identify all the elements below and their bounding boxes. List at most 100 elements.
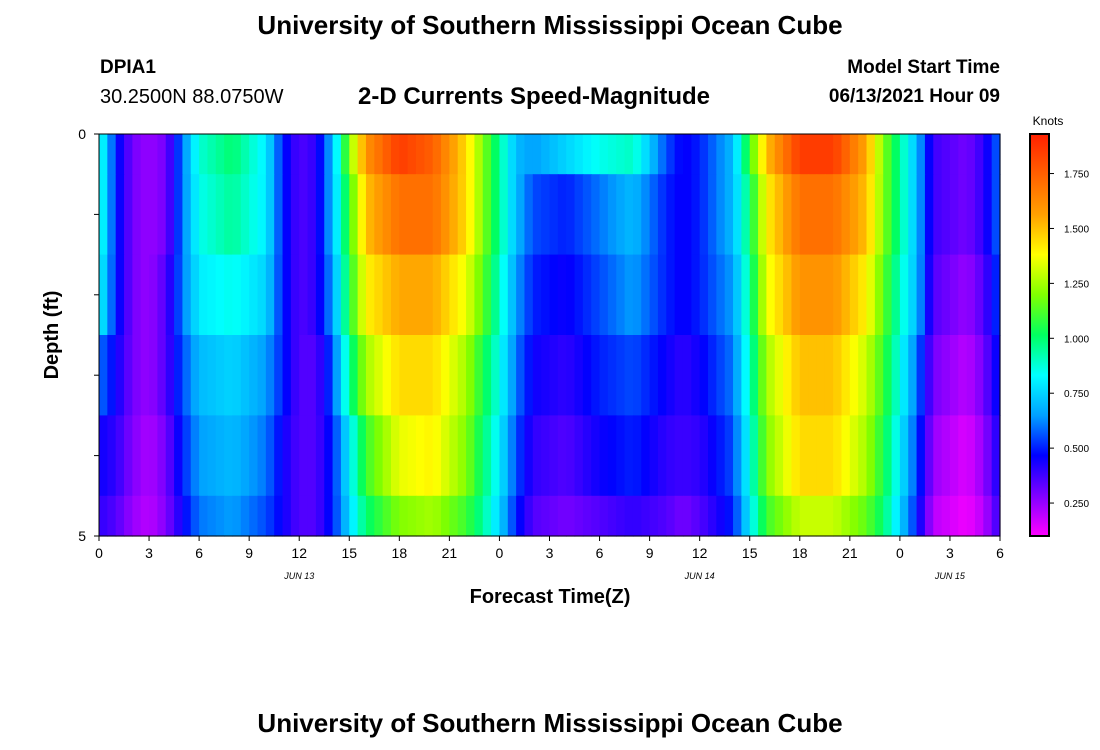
heatmap-cell bbox=[682, 415, 692, 497]
heatmap-cell bbox=[816, 134, 826, 175]
heatmap-cell bbox=[916, 134, 926, 175]
heatmap-cell bbox=[516, 415, 526, 497]
x-tick-label: 6 bbox=[195, 545, 203, 561]
heatmap-cell bbox=[349, 174, 359, 256]
heatmap-cell bbox=[541, 335, 551, 416]
heatmap-cell bbox=[382, 134, 392, 175]
heatmap-cell bbox=[691, 174, 701, 256]
heatmap-cell bbox=[858, 174, 868, 256]
heatmap-cell bbox=[399, 415, 409, 497]
heatmap-cell bbox=[933, 174, 943, 256]
heatmap-cell bbox=[265, 174, 275, 256]
heatmap-cell bbox=[457, 495, 467, 537]
heatmap-cell bbox=[582, 335, 592, 416]
heatmap-cell bbox=[115, 174, 125, 256]
heatmap-cell bbox=[824, 254, 834, 336]
heatmap-cell bbox=[749, 415, 759, 497]
heatmap-cell bbox=[474, 134, 484, 175]
heatmap-cell bbox=[657, 415, 667, 497]
heatmap-cell bbox=[107, 254, 117, 336]
heatmap-cell bbox=[808, 134, 818, 175]
heatmap-cell bbox=[482, 174, 492, 256]
heatmap-cell bbox=[474, 174, 484, 256]
heatmap-cell bbox=[390, 174, 400, 256]
heatmap-cell bbox=[808, 254, 818, 336]
heatmap-cell bbox=[716, 134, 726, 175]
heatmap-cell bbox=[491, 134, 501, 175]
heatmap-cell bbox=[499, 254, 509, 336]
heatmap-cell bbox=[532, 254, 542, 336]
heatmap-cell bbox=[791, 335, 801, 416]
heatmap-cell bbox=[883, 134, 893, 175]
heatmap-cell bbox=[716, 495, 726, 537]
heatmap-cell bbox=[649, 174, 659, 256]
heatmap-cell bbox=[174, 134, 184, 175]
heatmap-cell bbox=[766, 415, 776, 497]
heatmap-cell bbox=[174, 335, 184, 416]
heatmap-cell bbox=[357, 335, 367, 416]
heatmap-cell bbox=[124, 415, 133, 497]
heatmap-cell bbox=[340, 495, 350, 537]
heatmap-cell bbox=[891, 415, 901, 497]
heatmap-cell bbox=[657, 254, 667, 336]
heatmap-cell bbox=[124, 495, 133, 537]
heatmap-cell bbox=[449, 495, 459, 537]
heatmap-cell bbox=[274, 174, 284, 256]
heatmap-cell bbox=[591, 335, 601, 416]
heatmap-cell bbox=[182, 134, 192, 175]
heatmap-cell bbox=[424, 134, 434, 175]
heatmap-cell bbox=[716, 254, 726, 336]
heatmap-cell bbox=[416, 495, 425, 537]
heatmap-cell bbox=[641, 495, 651, 537]
heatmap-cell bbox=[499, 415, 509, 497]
heatmap-cell bbox=[974, 335, 984, 416]
x-tick-label: 21 bbox=[842, 545, 858, 561]
heatmap-cell bbox=[549, 495, 559, 537]
heatmap-cell bbox=[607, 134, 617, 175]
heatmap-cell bbox=[866, 174, 876, 256]
heatmap-cell bbox=[190, 174, 200, 256]
y-tick-label: 5 bbox=[78, 528, 86, 544]
heatmap-cell bbox=[899, 495, 909, 537]
heatmap-cell bbox=[624, 174, 634, 256]
heatmap-cell bbox=[733, 415, 742, 497]
heatmap-cell bbox=[357, 254, 367, 336]
heatmap-cell bbox=[349, 134, 359, 175]
heatmap-cell bbox=[991, 495, 1001, 537]
heatmap-cell bbox=[682, 254, 692, 336]
heatmap-cell bbox=[741, 254, 751, 336]
heatmap-cell bbox=[99, 254, 108, 336]
heatmap-cell bbox=[599, 415, 609, 497]
heatmap-cell bbox=[115, 335, 125, 416]
heatmap-cell bbox=[332, 335, 342, 416]
heatmap-cell bbox=[207, 415, 217, 497]
heatmap-cell bbox=[199, 254, 209, 336]
heatmap-cell bbox=[441, 254, 450, 336]
heatmap-cell bbox=[916, 415, 926, 497]
heatmap-cell bbox=[557, 335, 567, 416]
x-tick-label: 6 bbox=[996, 545, 1004, 561]
heatmap-cell bbox=[265, 415, 275, 497]
heatmap-cell bbox=[290, 174, 300, 256]
heatmap-cell bbox=[949, 174, 959, 256]
heatmap-cell bbox=[349, 335, 359, 416]
heatmap-cell bbox=[324, 174, 334, 256]
x-tick-label: 0 bbox=[496, 545, 504, 561]
heatmap-cell bbox=[908, 335, 918, 416]
heatmap-cell bbox=[749, 174, 759, 256]
heatmap-cell bbox=[874, 335, 884, 416]
heatmap-cell bbox=[749, 254, 759, 336]
x-tick-label: 12 bbox=[291, 545, 307, 561]
colorbar-tick-label: 0.500 bbox=[1064, 444, 1089, 455]
heatmap-cell bbox=[599, 254, 609, 336]
heatmap-cell bbox=[365, 254, 375, 336]
heatmap-cell bbox=[933, 495, 943, 537]
heatmap-cell bbox=[432, 134, 442, 175]
heatmap-cell bbox=[708, 495, 717, 537]
heatmap-cell bbox=[849, 254, 859, 336]
heatmap-cell bbox=[549, 134, 559, 175]
heatmap-cell bbox=[491, 415, 501, 497]
heatmap-cell bbox=[874, 254, 884, 336]
heatmap-cell bbox=[708, 134, 717, 175]
heatmap-cell bbox=[582, 495, 592, 537]
